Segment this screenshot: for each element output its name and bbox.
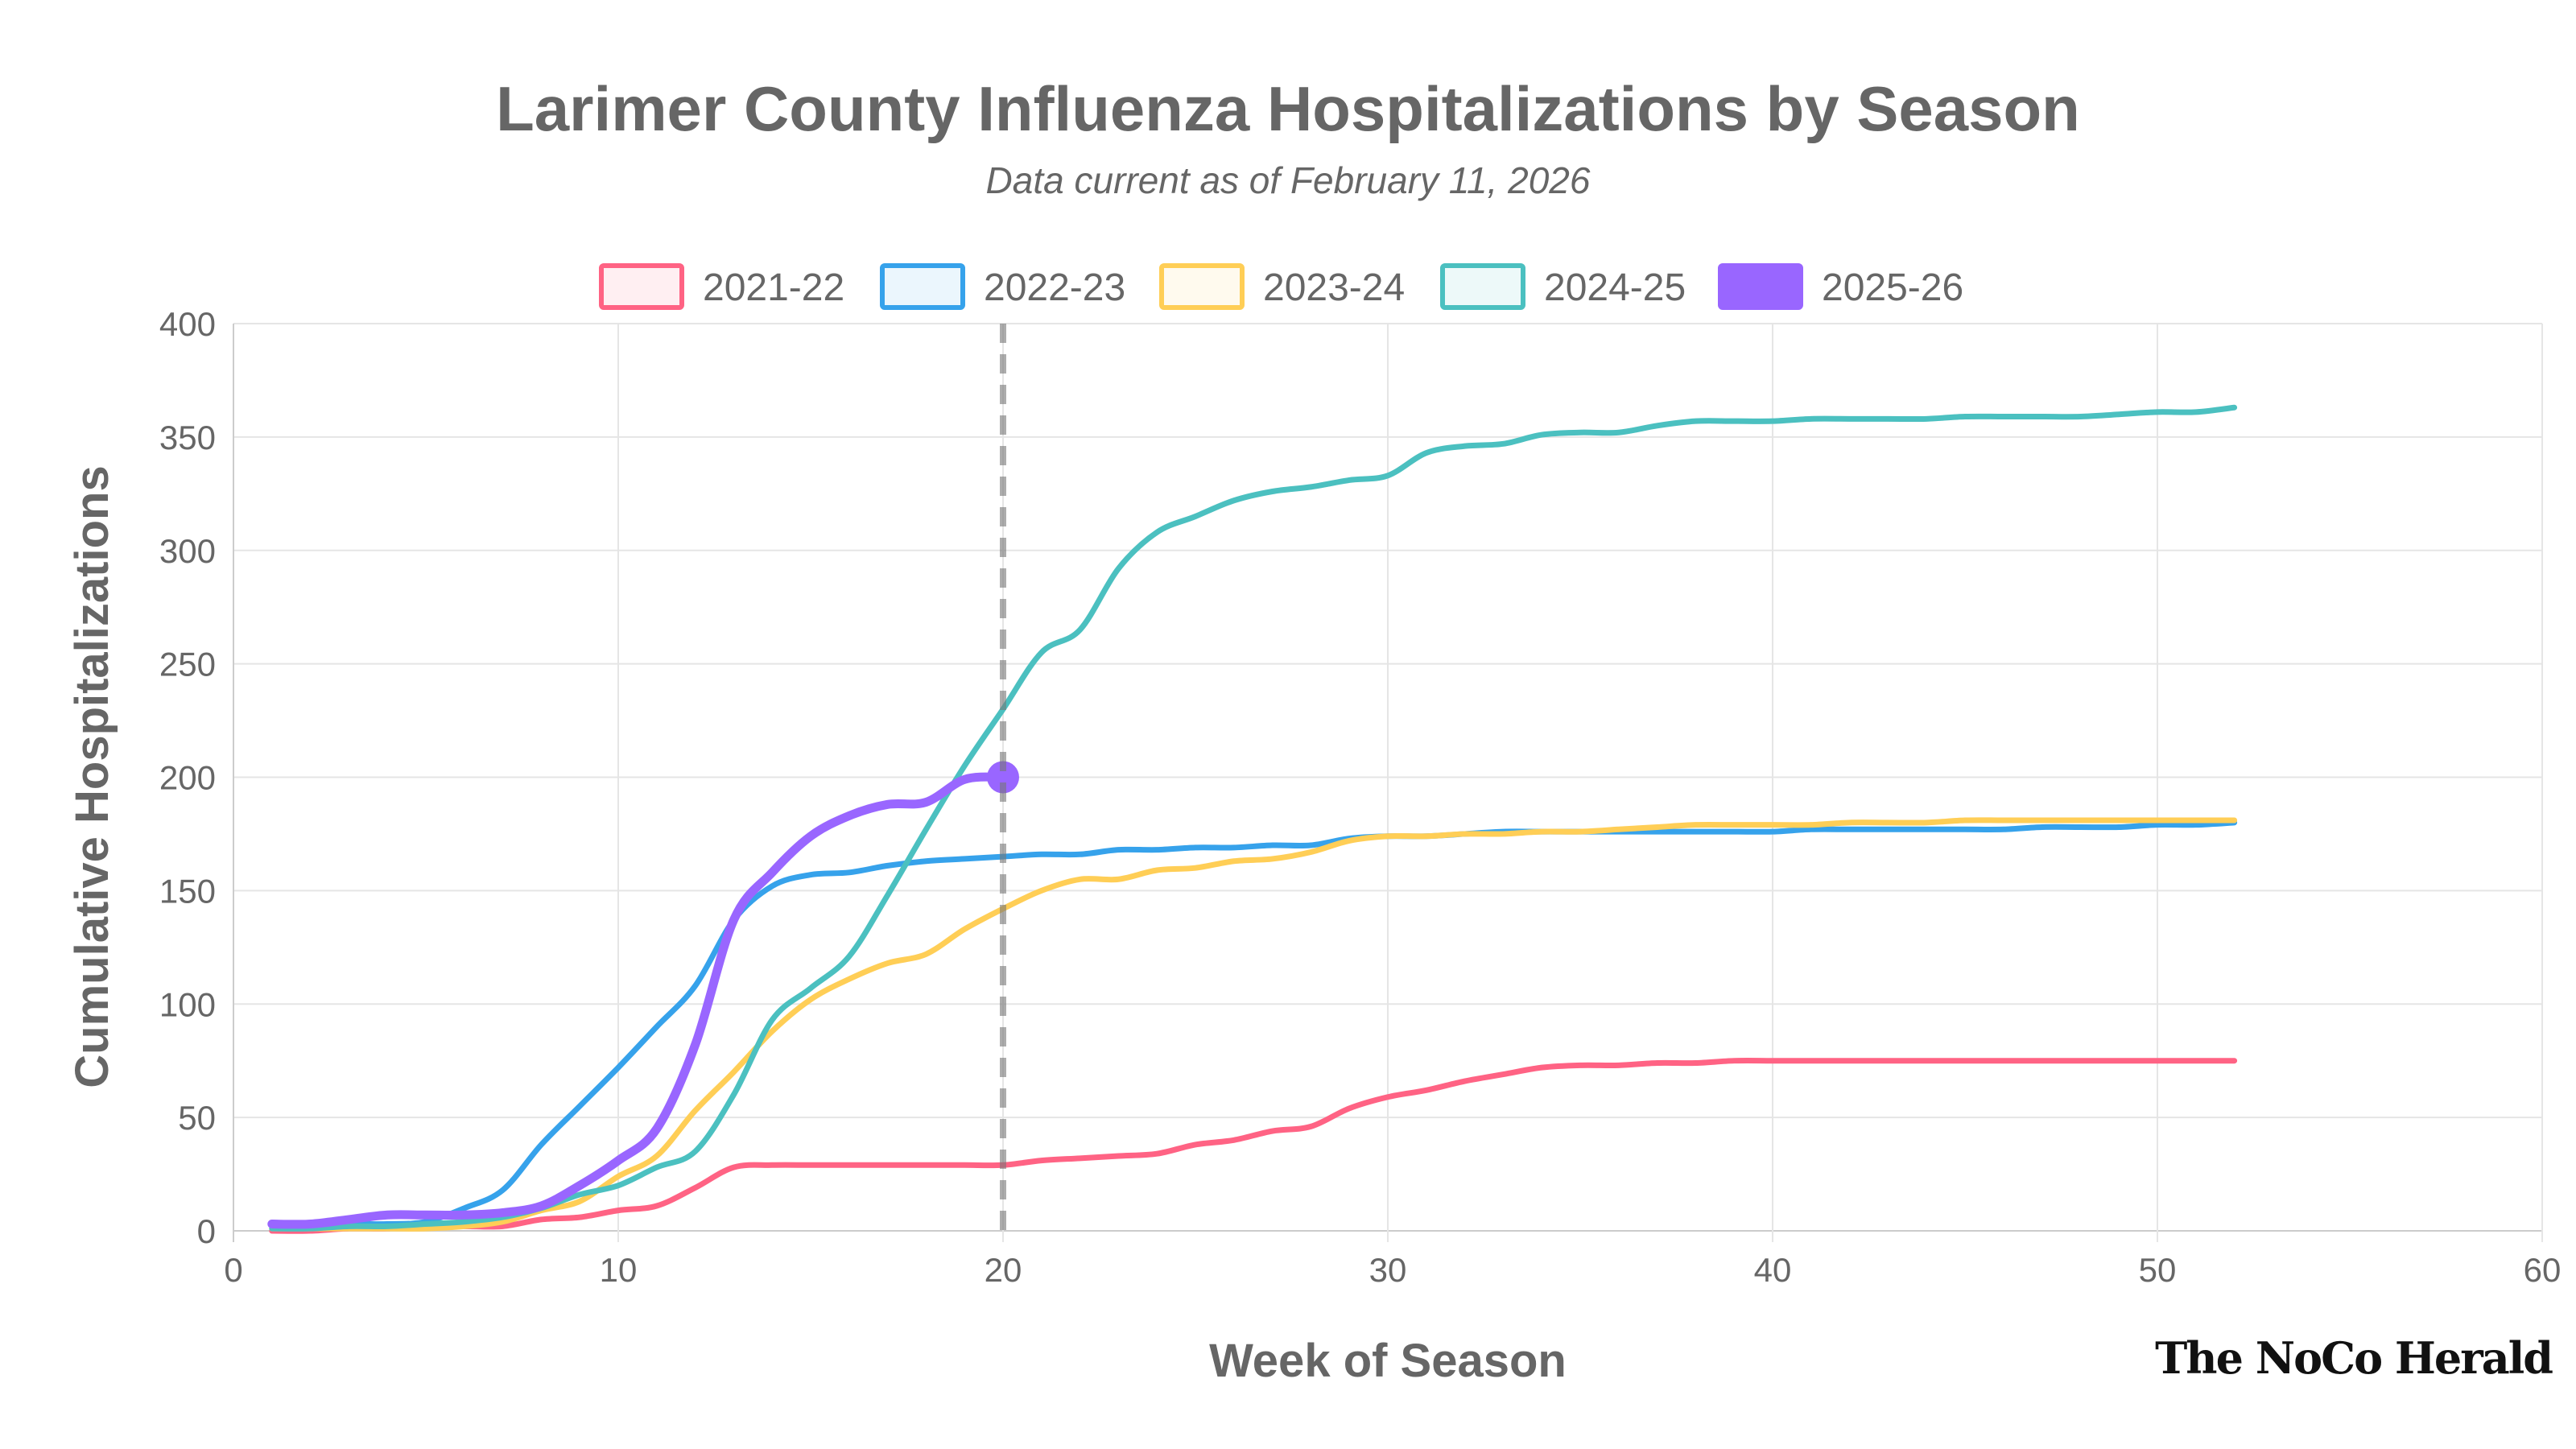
legend-swatch-2025-26 (1718, 263, 1803, 310)
legend-label-2023-24: 2023-24 (1263, 266, 1405, 309)
legend-label-2024-25: 2024-25 (1544, 266, 1686, 309)
series-line-2024-25 (269, 404, 2238, 1232)
y-tick-label: 100 (159, 985, 216, 1023)
x-tick-label: 0 (224, 1251, 242, 1289)
y-tick-label: 150 (159, 872, 216, 910)
legend-label-2025-26: 2025-26 (1822, 266, 1963, 309)
chart-subtitle: Data current as of February 11, 2026 (986, 159, 1591, 201)
x-tick-label: 60 (2524, 1251, 2562, 1289)
x-tick-label: 30 (1369, 1251, 1407, 1289)
legend-label-2022-23: 2022-23 (984, 266, 1125, 309)
y-tick-label: 300 (159, 532, 216, 570)
legend-swatch-2022-23 (880, 263, 965, 310)
x-tick-label: 20 (985, 1251, 1022, 1289)
legend-swatch-2021-22 (599, 263, 684, 310)
legend-swatch-2023-24 (1159, 263, 1245, 310)
y-tick-label: 350 (159, 419, 216, 456)
series-lines (267, 324, 2238, 1234)
series-line-2022-23 (269, 819, 2238, 1230)
series-line-2025-26 (267, 772, 1008, 1229)
x-tick-label: 40 (1754, 1251, 1792, 1289)
y-tick-label: 250 (159, 646, 216, 683)
y-tick-label: 50 (178, 1099, 216, 1137)
x-tick-label: 10 (600, 1251, 638, 1289)
series-line-2021-22 (269, 1057, 2238, 1234)
current-week-point (987, 761, 1019, 794)
y-tick-label: 400 (159, 305, 216, 343)
chart-title: Larimer County Influenza Hospitalization… (496, 73, 2080, 144)
x-axis-title: Week of Season (1209, 1335, 1567, 1387)
x-tick-label: 50 (2139, 1251, 2177, 1289)
y-tick-label: 200 (159, 759, 216, 797)
legend-label-2021-22: 2021-22 (703, 266, 844, 309)
tick-labels: 0 50 100 150 200 250 300 350 400 0 10 20 30 40 50 60 (159, 305, 2561, 1289)
y-tick-label: 0 (197, 1212, 216, 1250)
watermark-logo: The NoCo Herald (2155, 1332, 2553, 1384)
series-line-2023-24 (269, 817, 2238, 1232)
y-axis-title: Cumulative Hospitalizations (66, 465, 118, 1088)
legend-swatch-2024-25 (1440, 263, 1525, 310)
legend: 2021-22 2022-23 2023-24 2024-25 2025-26 (599, 263, 1963, 310)
